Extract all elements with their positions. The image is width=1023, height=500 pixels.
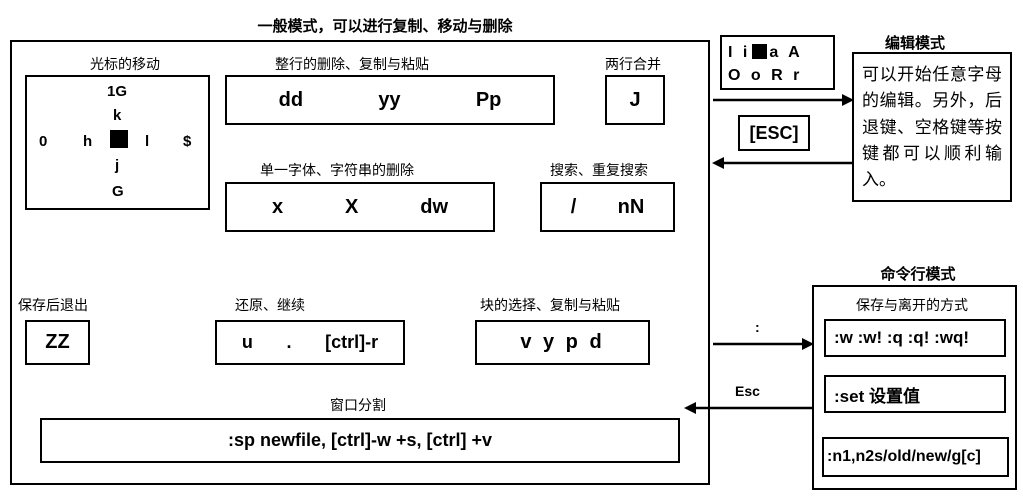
cursor-j: j <box>115 157 119 174</box>
cmd-save-text: :w :w! :q :q! :wq! <box>834 328 969 348</box>
insert-keys-line2: O o R r <box>728 64 827 87</box>
cursor-g: G <box>112 183 124 200</box>
edit-desc-text: 可以开始任意字母的编辑。另外，后退键、空格键等按键都可以顺利输入。 <box>862 65 1002 189</box>
cmd-sub-text: :n1,n2s/old/new/g[c] <box>827 448 981 466</box>
cmd-save-label: 保存与离开的方式 <box>856 295 968 315</box>
key-xx: X <box>345 196 358 219</box>
char-ops-label: 单一字体、字符串的删除 <box>260 160 414 180</box>
undo-label: 还原、继续 <box>235 295 305 315</box>
key-x: x <box>272 196 283 219</box>
cursor-0: 0 <box>39 133 47 150</box>
cursor-box: 1G k 0 h l $ j G <box>25 75 210 210</box>
join-box: J <box>605 75 665 125</box>
key-pp: Pp <box>476 89 502 112</box>
key-nn: nN <box>618 196 645 219</box>
search-box: / nN <box>540 182 675 232</box>
cmd-set-box: :set 设置值 <box>824 375 1006 413</box>
line-ops-label: 整行的删除、复制与粘贴 <box>275 54 429 74</box>
insert-keys-line1: I ia A <box>728 41 827 64</box>
key-split: :sp newfile, [ctrl]-w +s, [ctrl] +v <box>228 430 492 451</box>
insert-keys-l1a: I i <box>728 44 750 61</box>
split-label: 窗口分割 <box>330 395 386 415</box>
arrow-normal-to-cmd <box>710 336 815 352</box>
cursor-dollar: $ <box>183 133 191 150</box>
key-j-join: J <box>629 89 640 112</box>
key-zz: ZZ <box>45 331 69 354</box>
char-ops-box: x X dw <box>225 182 495 232</box>
cmd-set-text: :set 设置值 <box>834 382 920 407</box>
cmd-mode-box: 保存与离开的方式 :w :w! :q :q! :wq! :set 设置值 :n1… <box>812 285 1017 490</box>
cursor-label: 光标的移动 <box>80 54 170 74</box>
insert-keys-box: I i a A O o R r <box>720 35 835 90</box>
key-vypd: v y p d <box>520 331 604 354</box>
key-yy: yy <box>378 89 400 112</box>
cursor-h: h <box>83 133 92 150</box>
cmd-mode-title: 命令行模式 <box>868 263 968 284</box>
cursor-k: k <box>113 107 121 124</box>
arrow-label-colon: : <box>755 319 760 335</box>
arrow-label-esc: Esc <box>735 383 760 399</box>
key-dot: . <box>286 332 291 353</box>
save-quit-label: 保存后退出 <box>18 295 88 315</box>
visual-box: v y p d <box>475 320 650 365</box>
line-ops-box: dd yy Pp <box>225 75 555 125</box>
key-u: u <box>242 332 253 353</box>
join-label: 两行合并 <box>605 54 661 74</box>
insert-caret-icon <box>752 44 767 59</box>
key-slash: / <box>571 196 577 219</box>
key-dw: dw <box>420 196 448 219</box>
visual-label: 块的选择、复制与粘贴 <box>480 295 620 315</box>
edit-mode-title: 编辑模式 <box>875 32 955 53</box>
cursor-1g: 1G <box>107 83 127 100</box>
key-ctrl-r: [ctrl]-r <box>325 332 378 353</box>
arrow-normal-to-edit <box>710 92 855 108</box>
cmd-sub-box: :n1,n2s/old/new/g[c] <box>822 437 1009 477</box>
cursor-l: l <box>145 133 149 150</box>
cursor-center-icon <box>110 130 128 148</box>
arrow-cmd-to-normal <box>682 400 815 416</box>
key-esc: [ESC] <box>750 123 799 144</box>
esc-box: [ESC] <box>738 115 810 151</box>
undo-box: u . [ctrl]-r <box>215 320 405 365</box>
arrow-edit-to-normal <box>710 155 855 171</box>
search-label: 搜索、重复搜索 <box>550 160 648 180</box>
edit-desc-box: 可以开始任意字母的编辑。另外，后退键、空格键等按键都可以顺利输入。 <box>852 52 1012 202</box>
insert-keys-l1b: a A <box>769 44 802 61</box>
normal-mode-title: 一般模式，可以进行复制、移动与删除 <box>215 15 555 36</box>
cmd-save-box: :w :w! :q :q! :wq! <box>824 319 1006 357</box>
save-quit-box: ZZ <box>25 320 90 365</box>
key-dd: dd <box>279 89 303 112</box>
split-box: :sp newfile, [ctrl]-w +s, [ctrl] +v <box>40 418 680 463</box>
